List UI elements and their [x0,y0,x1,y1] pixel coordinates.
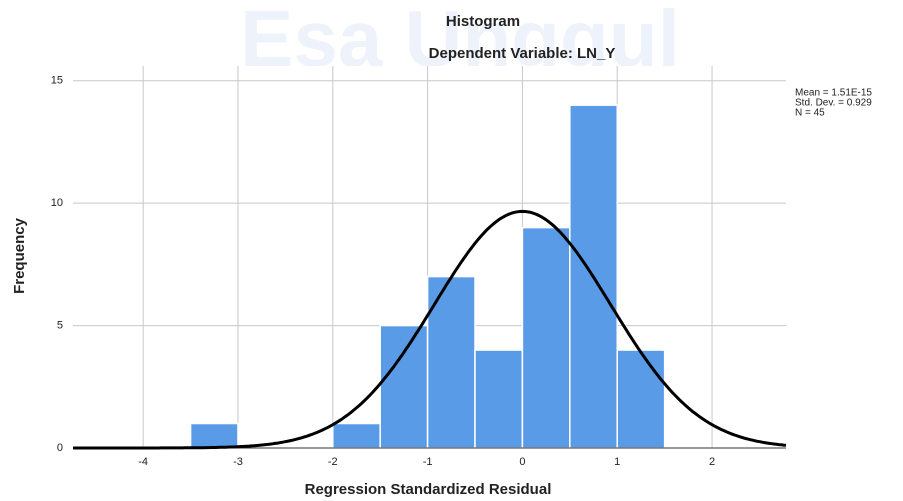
y-tick-label: 10 [51,197,63,209]
bar [189,422,239,449]
bar [521,226,571,449]
y-tick-label: 15 [51,75,63,87]
chart-title: Histogram [446,13,520,30]
y-tick-label: 0 [57,442,63,454]
x-tick-label: -3 [233,456,243,468]
x-tick-label: 1 [614,456,620,468]
normal-curve [73,209,787,450]
bar [332,422,381,449]
y-axis-label: Frequency [11,217,28,294]
x-tick-label: 2 [709,456,715,468]
stats-label: Mean = 1.51E-15 [795,88,872,99]
stats-label: N = 45 [795,108,825,119]
bar [616,349,666,449]
stats-label: Std. Dev. = 0.929 [795,98,872,109]
x-tick-label: -1 [423,456,433,468]
bar [379,324,429,449]
chart-subtitle: Dependent Variable: LN_Y [429,45,616,62]
bar [426,275,476,449]
bar [474,349,524,449]
y-tick-label: 5 [57,319,63,331]
x-tick-label: -2 [328,456,338,468]
x-tick-label: -4 [138,456,148,468]
x-axis-label: Regression Standardized Residual [305,481,552,498]
x-tick-label: 0 [519,456,525,468]
